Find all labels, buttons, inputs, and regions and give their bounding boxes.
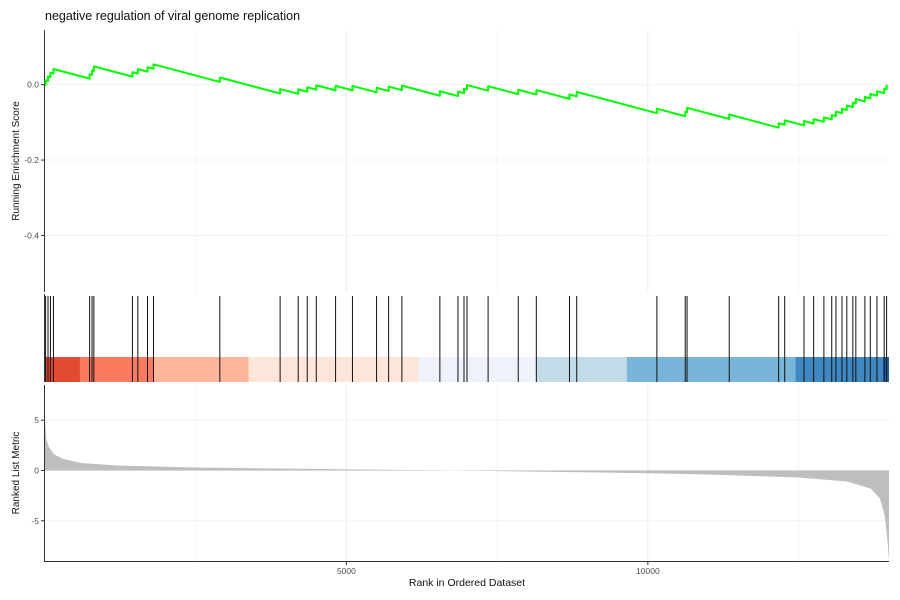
running-score-panel: 0.0 -0.2 -0.4 Running Enrichment Score (11, 30, 888, 292)
running-score-y-title: Running Enrichment Score (11, 101, 22, 221)
gene-hits-panel (44, 294, 889, 382)
x-tick-label: 5000 (337, 566, 356, 576)
ranked-metric-area (45, 420, 889, 561)
color-bar-segment (882, 357, 889, 382)
x-axis-title: Rank in Ordered Dataset (409, 577, 525, 589)
color-bar-segment (536, 357, 627, 382)
y-tick-label: 0.0 (27, 80, 39, 90)
color-bar-segment (795, 357, 883, 382)
y-tick-label: 5 (34, 415, 39, 425)
chart-title: negative regulation of viral genome repl… (45, 9, 301, 23)
color-bar-segment (153, 357, 249, 382)
y-tick-label: -0.2 (24, 155, 39, 165)
color-bar-segment (626, 357, 796, 382)
gridlines (45, 30, 889, 561)
color-bar-segment (418, 357, 537, 382)
y-tick-label: -0.4 (24, 230, 39, 240)
gene-hit-marks (45, 296, 888, 382)
ranked-metric-panel: 5 0 -5 5000 10000 Ranked List Metric Rank i… (11, 385, 889, 589)
running-score-line (44, 63, 888, 129)
y-tick-label: -5 (31, 516, 39, 526)
color-bar-segment (248, 357, 419, 382)
ranked-metric-y-title: Ranked List Metric (11, 432, 22, 515)
y-tick-label: 0 (34, 465, 39, 475)
color-bar-segment (79, 357, 154, 382)
x-tick-label: 10000 (636, 566, 660, 576)
